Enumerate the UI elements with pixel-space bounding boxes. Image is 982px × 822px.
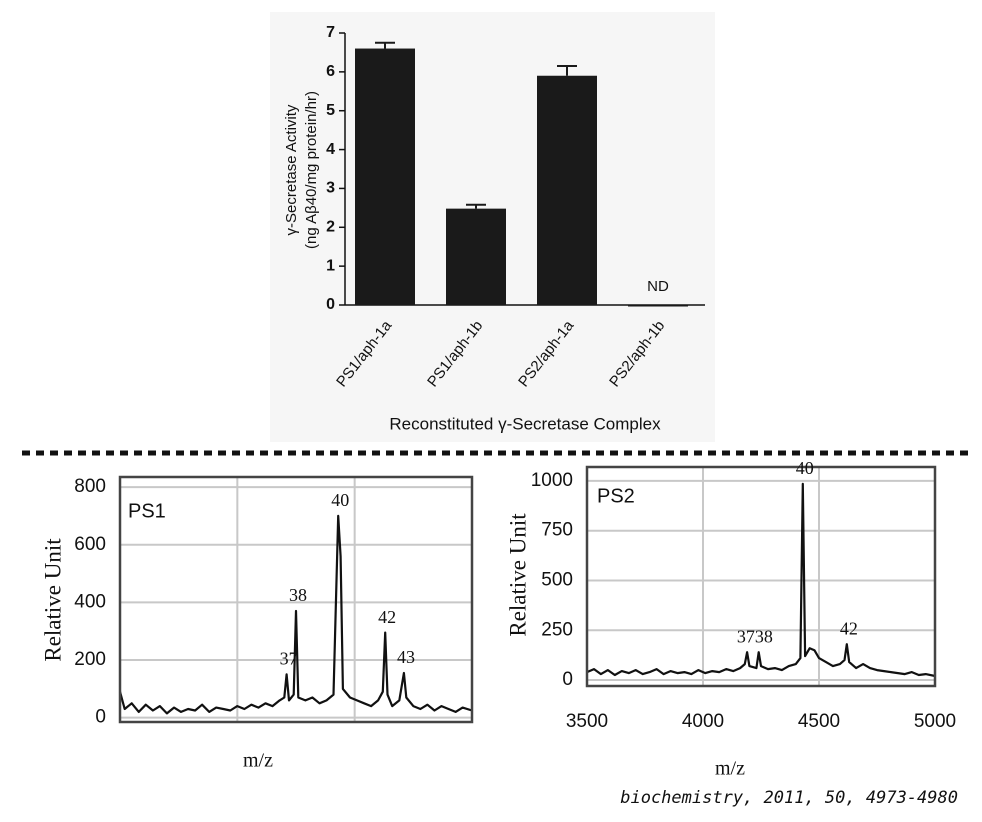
peak-label: 42 [378, 607, 396, 627]
y-tick-label: 250 [541, 619, 573, 640]
bar [537, 75, 597, 305]
panel-title: PS2 [597, 485, 635, 507]
y-axis-label: (ng Aβ40/mg protein/hr) [303, 91, 320, 249]
peak-label: 42 [840, 618, 858, 638]
spectrum-line [118, 514, 473, 715]
y-tick-label: 3 [326, 180, 335, 197]
peak-label: 37 [280, 649, 298, 669]
annotation: ND [647, 278, 669, 295]
x-tick-label: 3500 [566, 711, 608, 732]
panel-title: PS1 [128, 500, 166, 522]
x-tick-label: 4500 [798, 711, 840, 732]
y-axis-label: Relative Unit [505, 513, 530, 637]
bar [628, 305, 688, 307]
y-tick-label: 600 [74, 534, 106, 555]
spectrum-line [586, 482, 936, 678]
x-tick-label: 4000 [682, 711, 724, 732]
y-tick-label: 7 [326, 24, 335, 41]
peak-label: 38 [289, 585, 307, 605]
plot-frame [585, 465, 937, 688]
bar [446, 208, 506, 305]
bar [355, 48, 415, 306]
plot-frame [118, 475, 474, 724]
y-tick-label: 1000 [531, 470, 573, 491]
peak-label: 43 [397, 647, 415, 667]
y-tick-label: 800 [74, 476, 106, 497]
y-axis-label: Relative Unit [40, 538, 65, 662]
y-tick-label: 750 [541, 520, 573, 541]
peak-label: 40 [796, 458, 814, 478]
y-tick-label: 200 [74, 649, 106, 670]
y-tick-label: 6 [326, 63, 335, 80]
y-tick-label: 400 [74, 591, 106, 612]
y-tick-label: 500 [541, 569, 573, 590]
y-tick-label: 5 [326, 102, 335, 119]
x-axis-label: m/z [715, 758, 745, 780]
y-tick-label: 0 [326, 296, 335, 313]
y-tick-label: 0 [562, 669, 573, 690]
y-tick-label: 2 [326, 219, 335, 236]
x-axis-label: Reconstituted γ-Secretase Complex [389, 414, 661, 433]
caption: biochemistry, 2011, 50, 4973-4980 [620, 788, 958, 808]
x-axis-label: m/z [243, 750, 273, 772]
y-tick-label: 0 [95, 707, 106, 728]
x-tick-label: 5000 [914, 711, 956, 732]
y-axis-label: γ-Secretase Activity [283, 104, 300, 235]
peak-label: 40 [331, 490, 349, 510]
y-tick-label: 1 [326, 257, 335, 274]
y-tick-label: 4 [326, 141, 335, 158]
peak-label: 3738 [737, 626, 773, 646]
